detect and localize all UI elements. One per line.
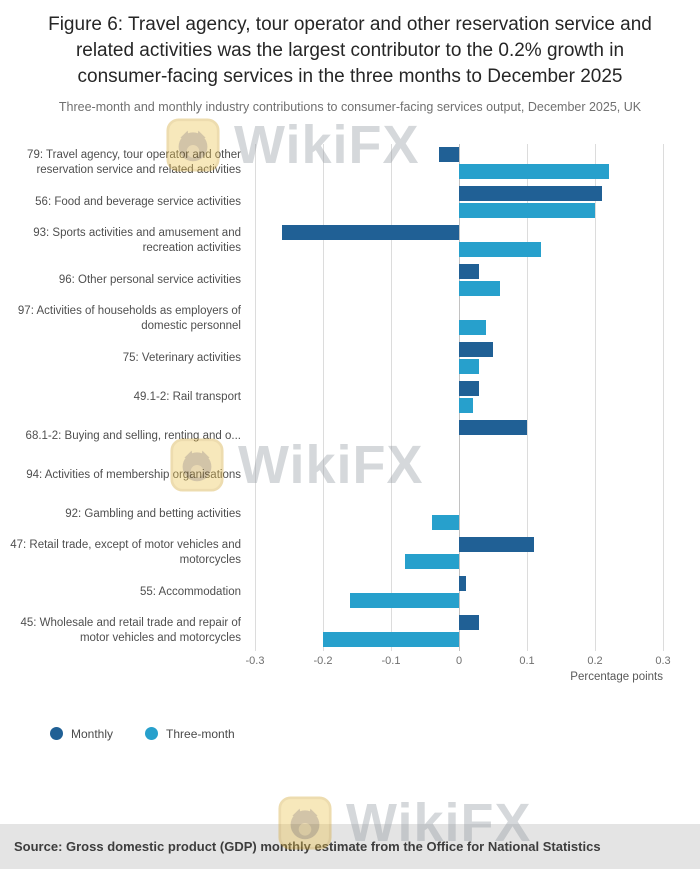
chart-row: 79: Travel agency, tour operator and oth…	[0, 144, 700, 183]
bar-three-month	[431, 515, 459, 531]
bar-three-month	[459, 242, 541, 258]
gridline	[663, 143, 664, 651]
x-tick-label: 0	[455, 654, 463, 667]
category-label: 97: Activities of households as employer…	[17, 305, 241, 333]
chart-row: 96: Other personal service activities	[0, 261, 700, 300]
category-label: 47: Retail trade, except of motor vehicl…	[10, 539, 241, 567]
bar-monthly	[459, 186, 602, 202]
row-plot-area	[255, 222, 663, 261]
bar-three-month	[459, 281, 500, 297]
bar-three-month	[459, 398, 473, 414]
row-plot-area	[255, 456, 663, 495]
chart-row: 56: Food and beverage service activities	[0, 183, 700, 222]
bar-monthly	[459, 342, 493, 358]
chart-gridlines	[255, 143, 664, 651]
x-axis-ticks: -0.3 -0.2 -0.1 0 0.1 0.2 0.3	[0, 655, 700, 673]
x-tick-label: 0.1	[519, 654, 535, 667]
row-plot-area	[255, 534, 663, 573]
legend-dot-icon	[50, 727, 63, 741]
chart-row: 92: Gambling and betting activities	[0, 495, 700, 534]
row-plot-area	[255, 339, 663, 378]
chart-row: 47: Retail trade, except of motor vehicl…	[0, 534, 700, 573]
category-label: 68.1-2: Buying and selling, renting and …	[25, 429, 241, 442]
page-subtitle: Three-month and monthly industry contrib…	[58, 99, 642, 114]
row-plot-area	[255, 144, 663, 183]
bar-monthly	[459, 381, 480, 397]
chart-row: 68.1-2: Buying and selling, renting and …	[0, 417, 700, 456]
x-tick-label: -0.1	[381, 654, 401, 667]
legend-label: Three-month	[166, 726, 235, 741]
legend-dot-icon	[145, 727, 159, 741]
category-label: 92: Gambling and betting activities	[65, 507, 241, 520]
category-label: 49.1-2: Rail transport	[133, 390, 241, 403]
category-label: 93: Sports activities and amusement and …	[33, 227, 241, 255]
source-strip: Source: Gross domestic product (GDP) mon…	[0, 824, 700, 869]
gridline	[323, 143, 324, 651]
category-label: 55: Accommodation	[139, 585, 241, 598]
row-plot-area	[255, 183, 663, 222]
bar-three-month	[404, 554, 459, 570]
category-label: 94: Activities of membership organisatio…	[26, 468, 241, 481]
category-label: 56: Food and beverage service activities	[35, 195, 241, 208]
row-plot-area	[255, 261, 663, 300]
row-plot-area	[255, 417, 663, 456]
page-title: Figure 6: Travel agency, tour operator a…	[48, 14, 652, 88]
chart-rows: 79: Travel agency, tour operator and oth…	[0, 144, 700, 651]
bar-monthly	[459, 576, 466, 592]
category-label: 45: Wholesale and retail trade and repai…	[20, 617, 241, 645]
chart-row: 49.1-2: Rail transport	[0, 378, 700, 417]
category-label: 75: Veterinary activities	[122, 351, 241, 364]
chart-row: 75: Veterinary activities	[0, 339, 700, 378]
bar-three-month	[459, 164, 609, 180]
bar-monthly	[459, 615, 480, 631]
bar-three-month	[350, 593, 459, 609]
bar-monthly	[459, 264, 480, 280]
gridline	[391, 143, 392, 651]
bar-monthly	[282, 225, 459, 241]
bar-monthly	[459, 537, 534, 553]
chart-row: 94: Activities of membership organisatio…	[0, 456, 700, 495]
bar-monthly	[438, 147, 459, 163]
chart-row: 93: Sports activities and amusement and …	[0, 222, 700, 261]
row-plot-area	[255, 300, 663, 339]
chart-row: 55: Accommodation	[0, 573, 700, 612]
x-axis-label: Percentage points	[570, 670, 663, 683]
category-label: 79: Travel agency, tour operator and oth…	[27, 149, 241, 177]
x-tick-label: 0.2	[587, 654, 603, 667]
zero-gridline	[459, 143, 460, 651]
chart-row: 45: Wholesale and retail trade and repai…	[0, 612, 700, 651]
chart-row: 97: Activities of households as employer…	[0, 300, 700, 339]
x-tick-label: 0.3	[655, 654, 671, 667]
legend-label: Monthly	[71, 726, 114, 741]
chart-legend: Monthly Three-month	[50, 727, 700, 741]
row-plot-area	[255, 612, 663, 651]
gridline	[255, 143, 256, 651]
row-plot-area	[255, 495, 663, 534]
row-plot-area	[255, 378, 663, 417]
bar-chart: 79: Travel agency, tour operator and oth…	[0, 143, 700, 683]
bar-three-month	[459, 320, 487, 336]
gridline	[595, 143, 596, 651]
bar-three-month	[323, 632, 459, 648]
source-text: Source: Gross domestic product (GDP) mon…	[14, 839, 601, 854]
x-tick-label: -0.3	[245, 654, 265, 667]
bar-three-month	[459, 203, 595, 219]
row-plot-area	[255, 573, 663, 612]
x-tick-label: -0.2	[313, 654, 333, 667]
legend-item-monthly: Monthly	[50, 727, 113, 741]
bar-monthly	[459, 420, 527, 436]
bar-three-month	[459, 359, 480, 375]
gridline	[527, 143, 528, 651]
legend-item-three-month: Three-month	[145, 727, 235, 741]
category-label: 96: Other personal service activities	[58, 273, 241, 286]
